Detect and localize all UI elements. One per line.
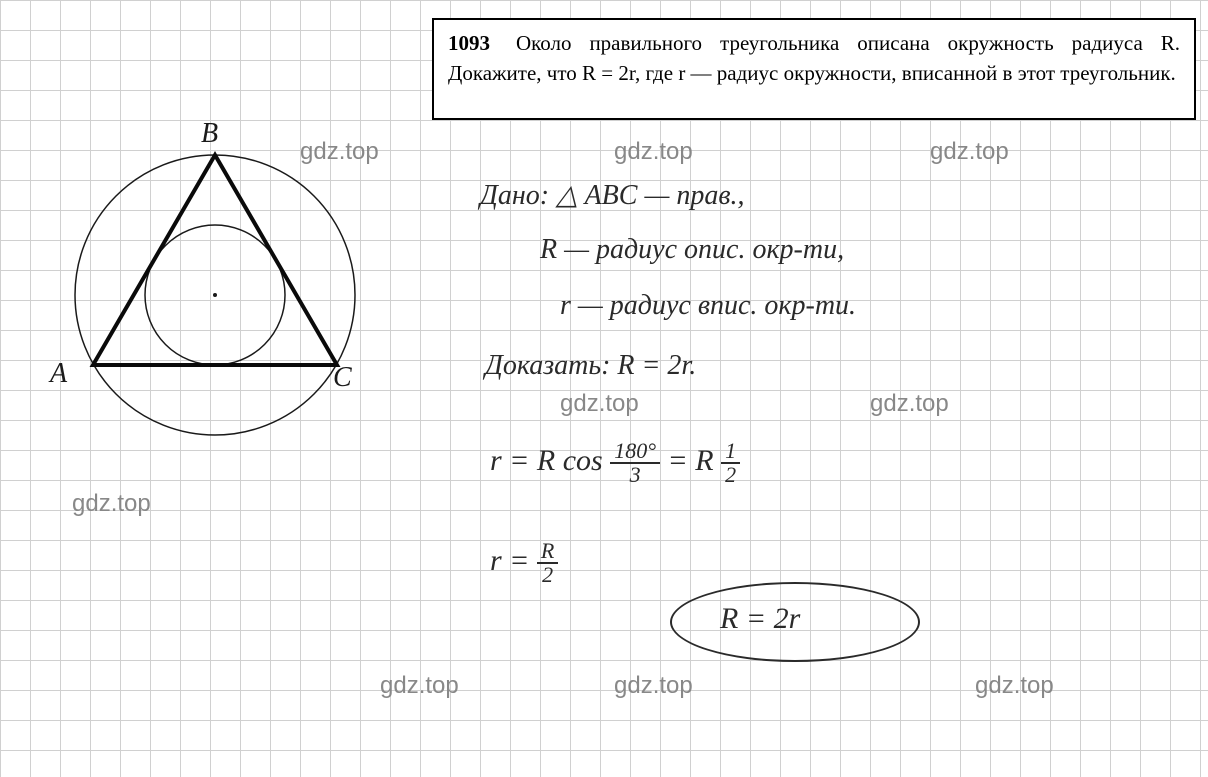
to-prove-line: Доказать: R = 2r. (485, 350, 696, 382)
eq1-frac1: 180° 3 (610, 440, 660, 486)
watermark: gdz.top (72, 490, 151, 518)
problem-statement-box: 1093 Около правильного треугольника опис… (432, 18, 1196, 120)
eq2-prefix: r = (490, 544, 537, 577)
problem-text: Около правильного треугольника описана о… (448, 31, 1180, 85)
equation-1: r = R cos 180° 3 = R 1 2 (490, 440, 740, 486)
watermark: gdz.top (300, 138, 379, 166)
vertex-b-label: B (201, 118, 218, 150)
eq1-middle: = R (668, 444, 722, 477)
given-line-1: Дано: △ ABC — прав., (480, 178, 745, 212)
equation-2: r = R 2 (490, 540, 558, 586)
given-line-3: r — радиус впис. окр-ти. (560, 290, 856, 322)
watermark: gdz.top (614, 672, 693, 700)
watermark: gdz.top (380, 672, 459, 700)
watermark: gdz.top (870, 390, 949, 418)
diagram-svg (55, 130, 375, 450)
eq1-frac2: 1 2 (721, 440, 740, 486)
eq2-frac: R 2 (537, 540, 558, 586)
equation-answer: R = 2r (720, 602, 800, 636)
geometry-diagram: B A C (55, 130, 375, 450)
watermark: gdz.top (930, 138, 1009, 166)
watermark: gdz.top (975, 672, 1054, 700)
watermark: gdz.top (614, 138, 693, 166)
eq1-prefix: r = R cos (490, 444, 610, 477)
triangle-abc (93, 155, 337, 365)
vertex-a-label: A (50, 358, 67, 390)
given-line-2: R — радиус опис. окр-ти, (540, 234, 844, 266)
problem-number: 1093 (448, 31, 490, 55)
vertex-c-label: C (333, 362, 352, 394)
center-dot (213, 293, 217, 297)
watermark: gdz.top (560, 390, 639, 418)
